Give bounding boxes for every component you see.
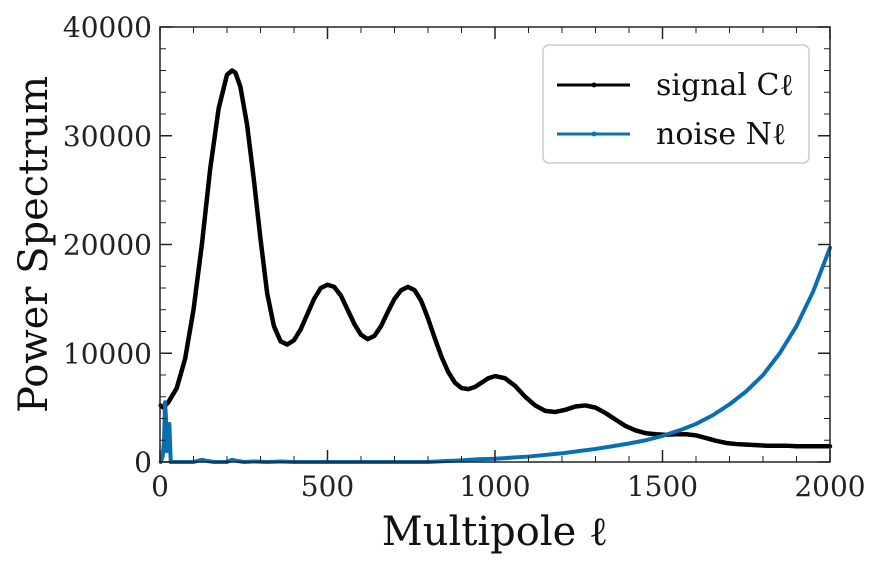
x-tick-label-0: 0 bbox=[151, 470, 169, 503]
y-tick-label-3: 30000 bbox=[63, 120, 152, 153]
legend-item-signal: signal Cℓ bbox=[557, 68, 794, 103]
legend-item-noise: noise Nℓ bbox=[557, 117, 786, 152]
y-tick-label-4: 40000 bbox=[63, 11, 152, 44]
x-tick-label-3: 1500 bbox=[627, 470, 698, 503]
legend-marker-noise bbox=[591, 131, 597, 137]
legend-marker-signal bbox=[591, 82, 597, 88]
y-tick-label-2: 20000 bbox=[63, 229, 152, 262]
x-tick-label-4: 2000 bbox=[794, 470, 865, 503]
legend-label-signal: signal Cℓ bbox=[656, 68, 794, 103]
y-tick-label-1: 10000 bbox=[63, 337, 152, 370]
legend-label-noise: noise Nℓ bbox=[656, 117, 786, 152]
series-line-0 bbox=[158, 68, 833, 449]
y-tick-label-0: 0 bbox=[134, 446, 152, 479]
y-axis-title: Power Spectrum bbox=[11, 76, 57, 413]
x-tick-label-1: 500 bbox=[301, 470, 354, 503]
x-axis-title: Multipole ℓ bbox=[382, 509, 608, 555]
legend: signal Cℓ noise Nℓ bbox=[542, 44, 810, 164]
x-tick-label-2: 1000 bbox=[459, 470, 530, 503]
